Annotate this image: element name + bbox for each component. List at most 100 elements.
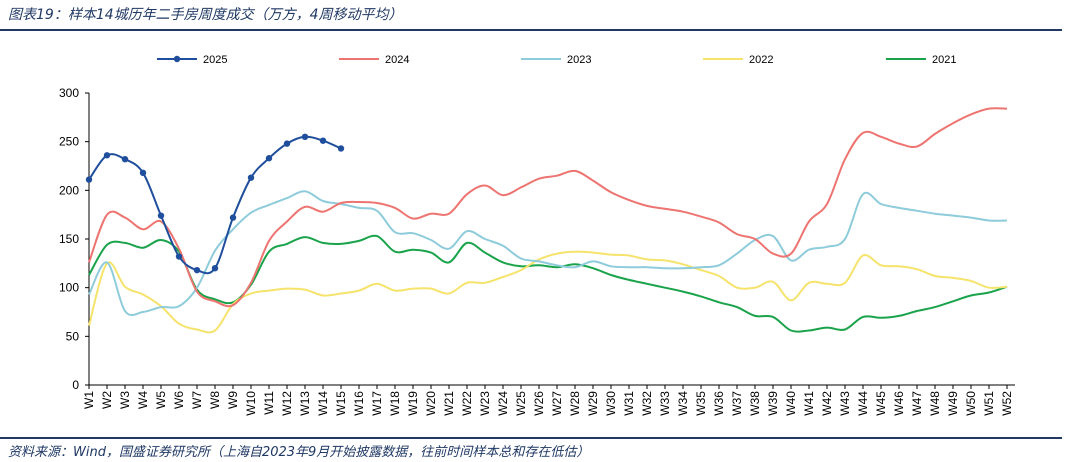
series-line-2021 [88, 234, 1008, 333]
x-tick-label: W6 [172, 391, 186, 409]
x-tick-label: W19 [406, 391, 420, 416]
x-tick-label: W3 [118, 391, 132, 409]
series-2025 [85, 133, 345, 275]
x-tick-label: W45 [874, 391, 888, 416]
x-tick-label: W8 [208, 391, 222, 409]
y-tick-label: 0 [72, 378, 79, 392]
data-point-2025 [103, 152, 111, 159]
chart-series [85, 107, 1008, 334]
legend-item-2022: 2022 [703, 54, 773, 66]
x-tick-label: W35 [694, 391, 708, 416]
x-tick-label: W33 [658, 391, 672, 416]
data-point-2025 [247, 174, 255, 181]
x-tick-label: W49 [946, 391, 960, 416]
x-tick-label: W7 [190, 391, 204, 409]
series-line-2024 [88, 107, 1008, 308]
x-tick-label: W41 [802, 391, 816, 416]
legend-label: 2021 [932, 54, 956, 66]
legend-item-2024: 2024 [339, 54, 409, 66]
source-note: 资料来源：Wind，国盛证券研究所（上海自2023年9月开始披露数据，往前时间样… [8, 445, 590, 460]
x-tick-label: W5 [154, 391, 168, 409]
series-2023 [88, 190, 1008, 317]
x-tick-label: W48 [928, 391, 942, 416]
y-tick-label: 50 [66, 329, 80, 343]
x-tick-label: W22 [460, 391, 474, 416]
data-point-2025 [283, 140, 291, 147]
x-tick-label: W4 [136, 391, 150, 409]
x-tick-label: W39 [766, 391, 780, 416]
x-tick-label: W46 [892, 391, 906, 416]
x-tick-label: W43 [838, 391, 852, 416]
data-point-2025 [121, 155, 129, 163]
y-tick-label: 300 [59, 86, 79, 100]
x-tick-label: W40 [784, 391, 798, 416]
y-tick-label: 100 [59, 281, 79, 295]
x-tick-label: W24 [496, 391, 510, 416]
x-tick-label: W1 [82, 391, 96, 409]
series-2021 [88, 234, 1008, 333]
x-tick-label: W28 [568, 391, 582, 416]
x-tick-label: W10 [244, 391, 258, 416]
legend-item-2025: 2025 [157, 54, 227, 66]
x-tick-label: W2 [100, 391, 114, 409]
x-tick-label: W51 [982, 391, 996, 416]
data-point-2025 [211, 265, 219, 272]
y-tick-label: 200 [59, 183, 79, 197]
x-tick-label: W11 [262, 391, 276, 415]
legend-label: 2024 [385, 54, 409, 66]
x-tick-label: W36 [712, 391, 726, 416]
data-point-2025 [85, 176, 93, 183]
x-tick-label: W26 [532, 391, 546, 416]
x-tick-label: W18 [388, 391, 402, 416]
chart-title: 图表19：样本14城历年二手房周度成交（万方，4周移动平均） [8, 7, 403, 23]
chart-legend: 2025 2024 2023 2022 2021 [157, 54, 956, 66]
legend-label: 2025 [203, 54, 227, 66]
data-point-2025 [337, 145, 345, 152]
x-tick-label: W9 [226, 391, 240, 409]
line-chart: 2025 2024 2023 2022 2021 0 50 100 150 200 250 300 W… [59, 54, 1015, 416]
x-tick-label: W32 [640, 391, 654, 416]
y-tick-label: 150 [59, 232, 79, 246]
data-point-2025 [301, 133, 309, 140]
x-tick-label: W25 [514, 391, 528, 416]
x-tick-label: W34 [676, 391, 690, 416]
x-tick-label: W37 [730, 391, 744, 416]
x-tick-label: W20 [424, 391, 438, 416]
legend-item-2021: 2021 [886, 54, 956, 66]
data-point-2025 [175, 253, 183, 260]
x-tick-label: W31 [622, 391, 636, 416]
data-point-2025 [139, 169, 147, 177]
legend-label: 2023 [567, 54, 591, 66]
data-point-2025 [229, 214, 237, 221]
legend-item-2023: 2023 [521, 54, 591, 66]
bottom-divider [0, 437, 1062, 439]
data-point-2025 [265, 155, 273, 162]
top-divider [0, 29, 1062, 31]
x-tick-label: W16 [352, 391, 366, 416]
data-point-2025 [193, 266, 201, 274]
x-tick-label: W44 [856, 391, 870, 416]
legend-label: 2022 [749, 54, 773, 66]
x-tick-label: W21 [442, 391, 456, 416]
x-tick-label: W52 [1000, 391, 1014, 416]
series-2024 [88, 107, 1008, 308]
data-point-2025 [157, 212, 165, 219]
x-tick-label: W29 [586, 391, 600, 416]
x-tick-label: W42 [820, 391, 834, 416]
x-tick-label: W13 [298, 391, 312, 416]
legend-marker [173, 55, 181, 63]
chart-axes: 0 50 100 150 200 250 300 W1 W2 W3 W4 W5 W6 W7 W8 W9 W10 W… [59, 86, 1015, 416]
data-point-2025 [319, 137, 327, 144]
x-tick-label: W47 [910, 391, 924, 416]
series-line-2023 [88, 190, 1008, 317]
x-tick-label: W23 [478, 391, 492, 416]
x-tick-label: W15 [334, 391, 348, 416]
x-tick-label: W38 [748, 391, 762, 416]
y-tick-label: 250 [59, 135, 79, 149]
x-tick-label: W50 [964, 391, 978, 416]
x-tick-label: W14 [316, 391, 330, 416]
x-tick-label: W17 [370, 391, 384, 416]
x-tick-label: W12 [280, 391, 294, 416]
x-tick-label: W27 [550, 391, 564, 416]
x-tick-label: W30 [604, 391, 618, 416]
